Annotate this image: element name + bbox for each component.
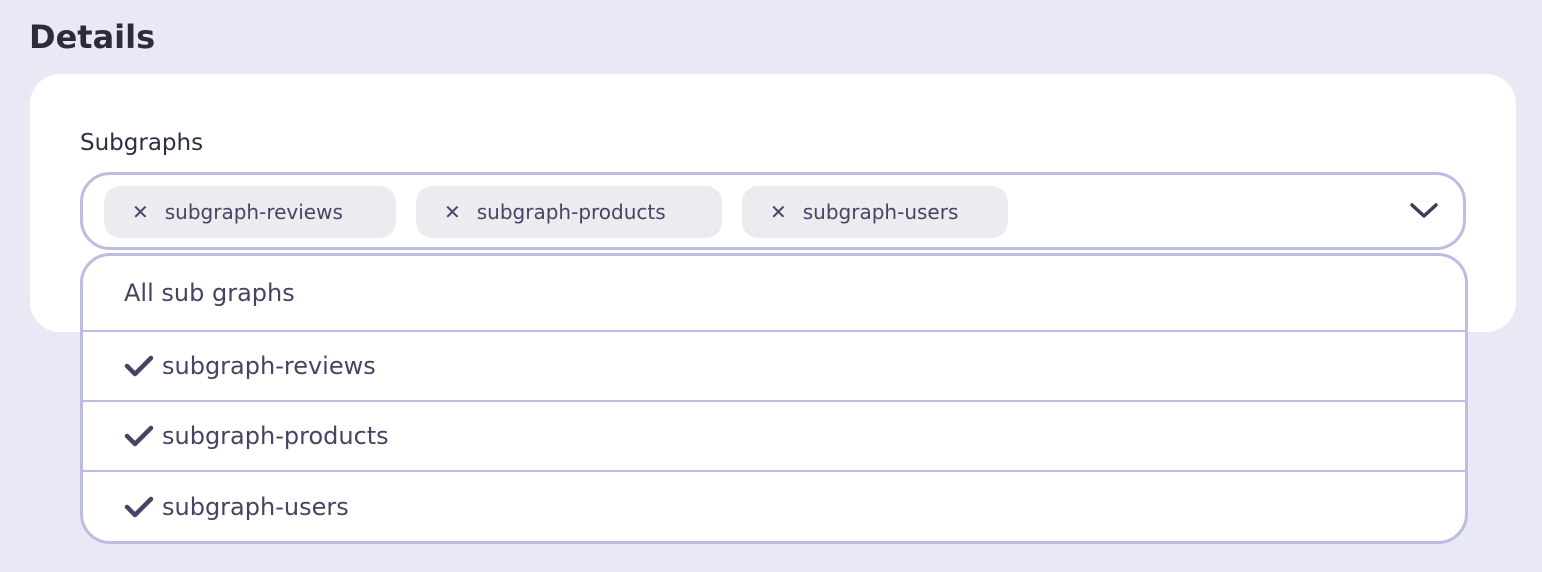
option-label: All sub graphs — [124, 279, 295, 307]
remove-x-icon[interactable]: ✕ — [132, 200, 149, 224]
chip-label: subgraph-reviews — [164, 200, 343, 224]
chip-subgraph-products: ✕ subgraph-products — [416, 186, 722, 238]
chip-label: subgraph-users — [802, 200, 959, 224]
chip-label: subgraph-products — [476, 200, 666, 224]
option-subgraph-users[interactable]: subgraph-users — [83, 472, 1465, 541]
remove-x-icon[interactable]: ✕ — [770, 200, 787, 224]
subgraphs-label: Subgraphs — [80, 130, 204, 156]
page-title: Details — [29, 18, 156, 56]
option-subgraph-reviews[interactable]: subgraph-reviews — [83, 332, 1465, 402]
option-all-sub-graphs[interactable]: All sub graphs — [83, 256, 1465, 332]
option-label: subgraph-products — [162, 422, 389, 450]
subgraphs-multiselect[interactable]: ✕ subgraph-reviews ✕ subgraph-products ✕… — [80, 172, 1466, 250]
option-label: subgraph-reviews — [162, 352, 376, 380]
option-label: subgraph-users — [162, 493, 349, 521]
chip-subgraph-reviews: ✕ subgraph-reviews — [104, 186, 396, 238]
check-icon — [124, 355, 154, 377]
check-icon — [124, 425, 154, 447]
chevron-down-icon[interactable] — [1409, 201, 1439, 221]
chip-subgraph-users: ✕ subgraph-users — [742, 186, 1008, 238]
subgraphs-dropdown: All sub graphs subgraph-reviews subgraph… — [80, 253, 1468, 544]
remove-x-icon[interactable]: ✕ — [444, 200, 461, 224]
check-icon — [124, 496, 154, 518]
option-subgraph-products[interactable]: subgraph-products — [83, 402, 1465, 472]
